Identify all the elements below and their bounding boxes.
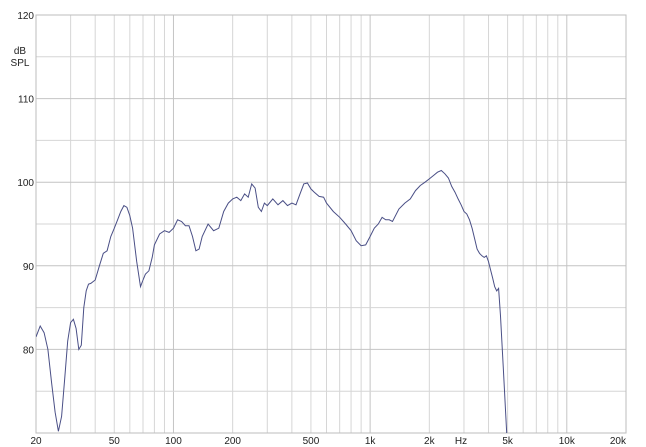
x-tick-label: 10k <box>559 436 576 447</box>
y-axis-unit-label-2: SPL <box>11 58 30 69</box>
x-tick-label: 500 <box>303 436 320 447</box>
x-tick-label: 2k <box>424 436 436 447</box>
y-tick-label: 80 <box>23 345 35 356</box>
x-tick-label: 50 <box>109 436 121 447</box>
x-tick-label: 20k <box>610 436 627 447</box>
x-tick-label: 100 <box>165 436 182 447</box>
x-tick-label: 200 <box>224 436 241 447</box>
y-tick-label: 120 <box>17 11 34 22</box>
x-tick-label: 5k <box>502 436 514 447</box>
series-line <box>36 171 508 447</box>
y-axis-unit-label-1: dB <box>14 46 27 57</box>
grid <box>36 15 626 433</box>
x-axis-unit-label: Hz <box>455 436 467 447</box>
x-tick-label: 20 <box>30 436 42 447</box>
y-tick-label: 100 <box>17 178 34 189</box>
x-axis-tick-labels: 20 50 100 200 500 1k 2k 5k 10k 20k <box>30 436 627 447</box>
y-tick-label: 110 <box>18 95 34 106</box>
y-tick-label: 90 <box>23 262 35 273</box>
x-tick-label: 1k <box>365 436 377 447</box>
